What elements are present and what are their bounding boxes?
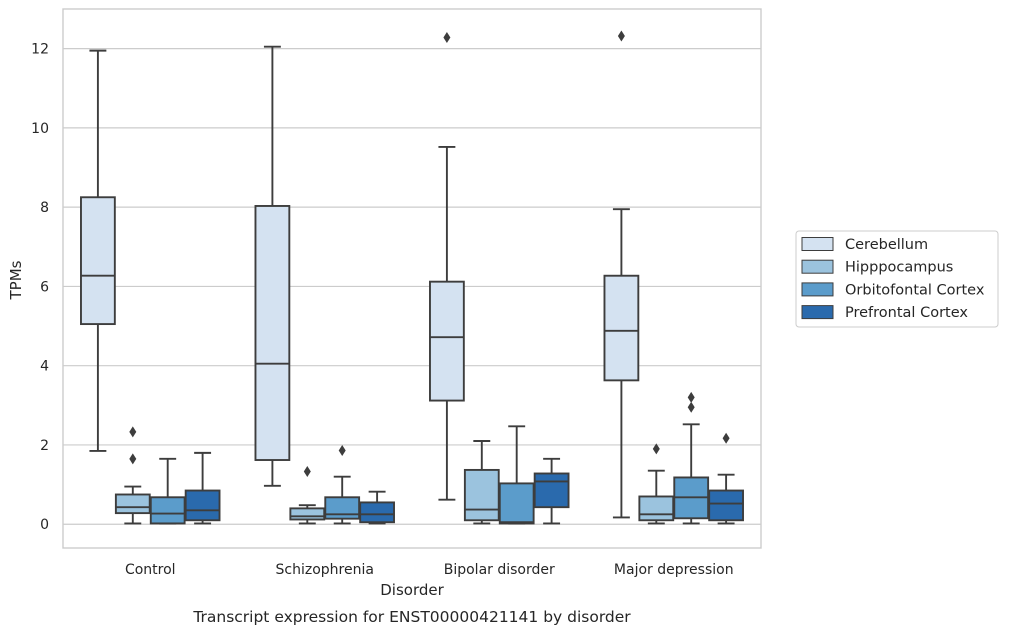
y-tick-label: 4 — [40, 359, 49, 375]
outlier-point — [443, 32, 451, 44]
outlier-point — [687, 391, 695, 403]
outlier-point — [652, 443, 660, 455]
box-2-3 — [673, 391, 710, 525]
box-body — [184, 489, 221, 522]
box-1-0 — [114, 426, 151, 525]
legend-label: Hipppocampus — [845, 260, 953, 276]
box-body — [708, 489, 744, 522]
box-3-0 — [184, 451, 221, 525]
legend-swatch — [801, 282, 834, 297]
box-body — [80, 196, 116, 326]
y-axis-title: TPMs — [7, 260, 25, 300]
box-0-3 — [603, 30, 640, 519]
legend: Cerebellum Hipppocampus Orbitofontal Corte… — [795, 230, 999, 328]
box-body — [149, 496, 186, 525]
box-0-1 — [254, 45, 291, 487]
y-tick-label: 2 — [40, 438, 49, 454]
x-axis-title: Disorder — [380, 581, 444, 599]
box-body — [533, 472, 570, 509]
outlier-point — [303, 466, 311, 478]
outlier-point — [617, 30, 625, 42]
y-tick-label: 6 — [40, 279, 49, 295]
box-1-2 — [463, 440, 500, 525]
y-tick-labels: 0 2 4 6 8 10 12 — [31, 42, 49, 534]
box-body — [429, 280, 465, 402]
box-1-3 — [638, 443, 675, 525]
box-2-1 — [324, 445, 361, 525]
box-body — [114, 493, 151, 515]
box-0-0 — [80, 49, 116, 452]
x-tick-labels: Control Schizophrenia Bipolar disorder Majo… — [125, 562, 734, 578]
box-3-1 — [359, 490, 395, 525]
box-2-0 — [149, 457, 186, 525]
x-tick-label: Control — [125, 562, 176, 578]
y-tick-label: 8 — [40, 200, 49, 216]
plot-boxes — [80, 30, 744, 525]
box-body — [254, 205, 291, 461]
y-tick-label: 10 — [31, 121, 49, 137]
legend-label: Cerebellum — [845, 237, 928, 253]
y-tick-label: 12 — [31, 42, 49, 58]
outlier-point — [129, 426, 137, 438]
chart-caption: Transcript expression for ENST0000042114… — [192, 608, 631, 626]
x-tick-label: Bipolar disorder — [444, 562, 555, 578]
box-body — [324, 496, 361, 520]
y-tick-label: 0 — [40, 517, 49, 533]
box-0-2 — [429, 32, 465, 501]
legend-swatch — [801, 237, 834, 251]
box-body — [359, 501, 395, 524]
box-3-3 — [708, 432, 744, 525]
legend-swatch — [801, 259, 834, 274]
box-3-2 — [533, 457, 570, 525]
legend-label: Orbitofontal Cortex — [845, 282, 985, 298]
box-2-2 — [498, 425, 535, 525]
box-body — [463, 468, 500, 522]
outlier-point — [687, 401, 695, 413]
grid-lines — [63, 48, 761, 525]
box-body — [638, 495, 675, 522]
legend-label: Prefrontal Cortex — [845, 305, 968, 321]
box-body — [603, 274, 640, 382]
x-tick-label: Schizophrenia — [276, 562, 374, 578]
outlier-point — [722, 432, 730, 444]
x-tick-label: Major depression — [614, 562, 734, 578]
outlier-point — [338, 445, 346, 457]
box-body — [498, 482, 535, 525]
legend-frame — [795, 230, 999, 328]
legend-swatch — [801, 305, 834, 320]
box-1-1 — [289, 466, 326, 525]
outlier-point — [129, 453, 137, 465]
box-body — [289, 507, 326, 521]
plot-frame — [62, 8, 762, 549]
